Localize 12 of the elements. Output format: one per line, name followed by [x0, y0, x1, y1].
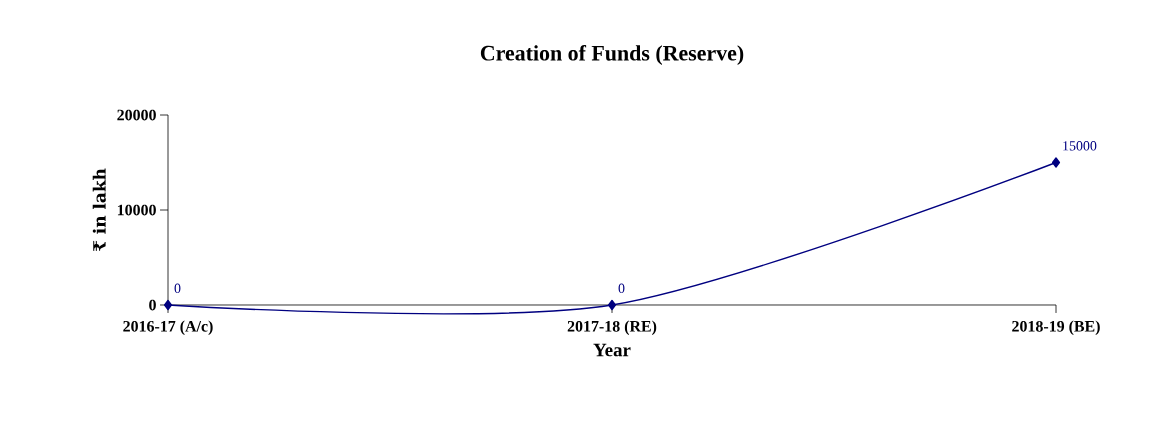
data-label: 0 [174, 283, 181, 294]
x-tick-label: 2016-17 (A/c) [123, 320, 213, 335]
x-tick-label: 2017-18 (RE) [567, 320, 657, 335]
y-tick-label: 20000 [117, 109, 156, 121]
data-label: 0 [618, 283, 625, 294]
y-axis-title: ₹ in lakh [92, 168, 106, 252]
x-tick-label: 2018-19 (BE) [1012, 320, 1100, 335]
x-axis-title: Year [593, 343, 631, 357]
y-tick-label: 10000 [117, 204, 156, 216]
chart-title: Creation of Funds (Reserve) [480, 44, 744, 66]
data-label: 15000 [1063, 141, 1097, 151]
y-tick-label: 0 [149, 299, 156, 311]
